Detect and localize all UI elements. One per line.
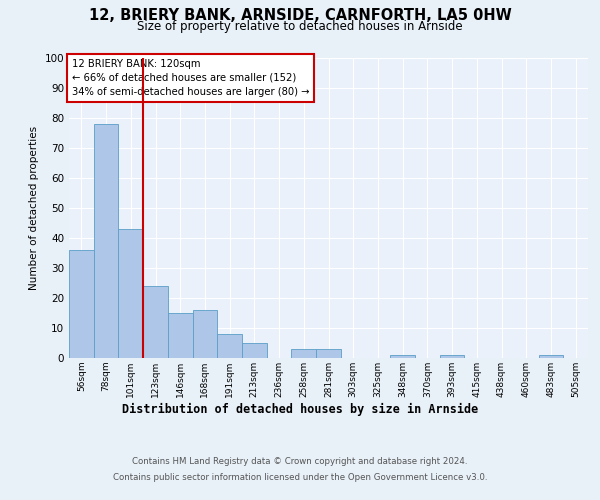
Bar bbox=[143, 286, 168, 358]
Text: Distribution of detached houses by size in Arnside: Distribution of detached houses by size … bbox=[122, 402, 478, 415]
Text: 12 BRIERY BANK: 120sqm
← 66% of detached houses are smaller (152)
34% of semi-de: 12 BRIERY BANK: 120sqm ← 66% of detached… bbox=[71, 59, 309, 97]
Bar bbox=[217, 334, 242, 357]
Y-axis label: Number of detached properties: Number of detached properties bbox=[29, 126, 39, 290]
Bar bbox=[94, 124, 118, 358]
Bar bbox=[316, 348, 341, 358]
Bar bbox=[390, 354, 415, 358]
Text: 12, BRIERY BANK, ARNSIDE, CARNFORTH, LA5 0HW: 12, BRIERY BANK, ARNSIDE, CARNFORTH, LA5… bbox=[89, 8, 511, 22]
Text: Contains HM Land Registry data © Crown copyright and database right 2024.: Contains HM Land Registry data © Crown c… bbox=[132, 458, 468, 466]
Bar bbox=[193, 310, 217, 358]
Bar bbox=[539, 354, 563, 358]
Bar bbox=[242, 342, 267, 357]
Bar bbox=[292, 348, 316, 358]
Text: Contains public sector information licensed under the Open Government Licence v3: Contains public sector information licen… bbox=[113, 472, 487, 482]
Bar bbox=[118, 228, 143, 358]
Bar bbox=[440, 354, 464, 358]
Text: Size of property relative to detached houses in Arnside: Size of property relative to detached ho… bbox=[137, 20, 463, 33]
Bar bbox=[168, 312, 193, 358]
Bar bbox=[69, 250, 94, 358]
